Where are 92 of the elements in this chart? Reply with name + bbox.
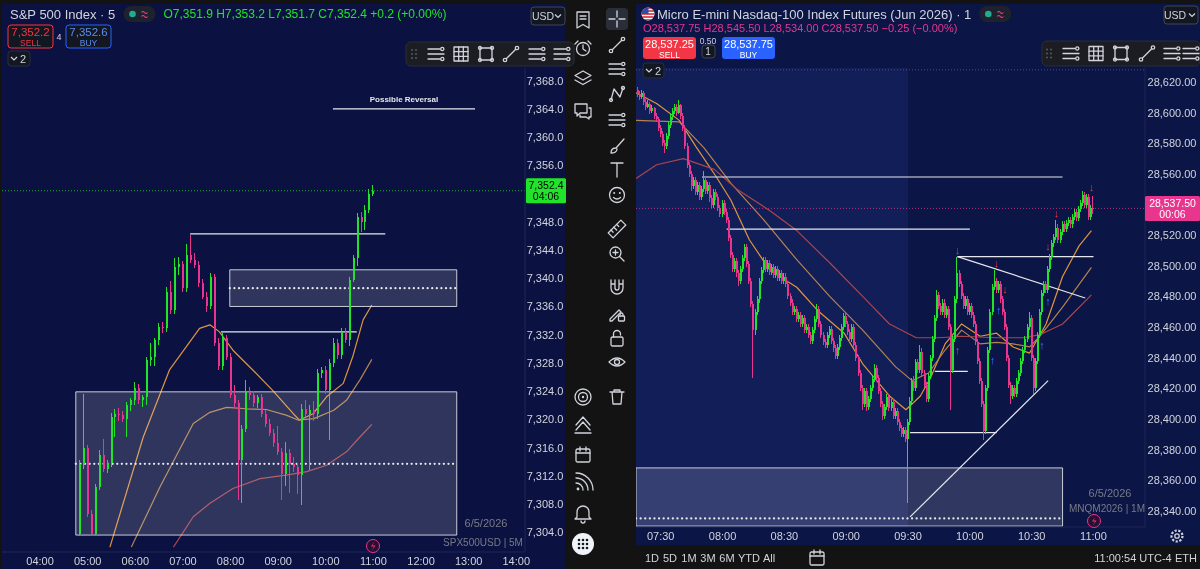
x-tick-label: 08:00	[708, 530, 737, 542]
x-tick-label: 10:00	[312, 555, 340, 567]
x-tick-label: 06:00	[121, 555, 150, 567]
annotation: ↑	[1039, 339, 1045, 352]
collapse-button: 2	[642, 62, 665, 79]
annotation: ↓	[1045, 240, 1051, 253]
y-tick-label: 7,336.0	[526, 300, 564, 313]
text: All	[762, 552, 776, 564]
y-tick-label: 7,308.0	[526, 498, 564, 511]
chart-subtitle: O28,537.75 H28,545.50 L28,534.00 C28,537.50 −0.25 (−0.00%)	[643, 22, 958, 34]
text: 3M	[700, 552, 716, 564]
currency-dropdown: USD	[1163, 5, 1199, 25]
x-tick-label: 09:30	[894, 530, 922, 542]
chart-title: S&P 500 Index · 5	[10, 6, 116, 22]
annotation: ↑	[954, 343, 961, 356]
series-label: Possible Reversal	[369, 95, 439, 105]
x-tick-label: 04:00	[26, 555, 54, 567]
y-tick-label: 28,360.00	[1147, 474, 1197, 487]
annotation: ↓	[954, 243, 961, 256]
annotation: SPX500USD | 5M	[443, 536, 523, 548]
annotation: ↓	[1053, 206, 1060, 219]
y-tick-label: 7,324.0	[526, 385, 564, 398]
y-tick-label: 7,316.0	[526, 441, 564, 454]
y-tick-label: 7,320.0	[526, 413, 564, 426]
y-tick-label: 7,344.0	[526, 244, 564, 257]
annotation: ↓	[1088, 180, 1095, 193]
text: 11:00:54 UTC-4	[1094, 552, 1172, 564]
x-tick-label: 08:30	[770, 530, 799, 542]
x-tick-label: 10:00	[956, 530, 984, 542]
y-tick-label: 28,620.00	[1147, 76, 1197, 89]
annotation: 2	[654, 64, 662, 77]
buy-button: 7,352.6 BUY	[65, 24, 112, 49]
text: 1M	[681, 552, 697, 564]
y-tick-label: 28,420.00	[1147, 382, 1197, 395]
annotation: ↑	[1045, 294, 1051, 307]
text: 6M	[719, 552, 735, 564]
quantity-field: 1	[701, 44, 716, 59]
x-tick-label: 09:00	[832, 530, 860, 542]
text: 0.50	[699, 35, 717, 46]
y-tick-label: 7,360.0	[526, 131, 564, 144]
y-tick-label: 7,348.0	[526, 215, 564, 228]
annotation: MNQM2026 | 1M	[1069, 502, 1145, 514]
ref-line-label: 7,352.4 04:06	[528, 179, 564, 203]
annotation: ↑	[989, 354, 996, 367]
collapse-button: 2	[7, 50, 31, 67]
y-tick-label: 28,460.00	[1147, 321, 1197, 334]
y-tick-label: 7,364.0	[526, 102, 564, 115]
text: YTD	[738, 552, 761, 564]
text: 5D	[662, 552, 678, 564]
x-tick-label: 07:00	[169, 555, 197, 567]
chart-subtitle: O7,351.9 H7,353.2 L7,351.7 C7,352.4 +0.2 (+0.00%)	[163, 7, 447, 21]
sell-button: 28,537.25 SELL	[643, 37, 696, 60]
x-tick-label: 07:30	[646, 530, 675, 542]
y-tick-label: 7,340.0	[526, 272, 564, 285]
y-tick-label: 28,340.00	[1147, 504, 1197, 517]
y-tick-label: 7,312.0	[526, 469, 564, 482]
text: 1D	[644, 552, 660, 564]
y-tick-label: 7,356.0	[526, 159, 564, 172]
x-tick-label: 13:00	[454, 555, 483, 567]
x-tick-label: 14:00	[502, 555, 531, 567]
y-tick-label: 7,328.0	[526, 356, 564, 369]
y-tick-label: 28,480.00	[1147, 290, 1197, 303]
x-tick-label: 12:00	[407, 555, 435, 567]
annotation: ↓	[993, 257, 1000, 270]
sell-button: 7,352.2 SELL	[7, 24, 54, 49]
currency-dropdown: USD	[530, 6, 566, 26]
x-tick-label: 10:30	[1017, 530, 1046, 542]
text: 4	[56, 32, 62, 42]
ref-line-label: 28,537.50 00:06	[1149, 196, 1197, 220]
annotation: ↑	[995, 303, 1002, 316]
y-tick-label: 28,380.00	[1147, 443, 1197, 456]
x-tick-label: 08:00	[216, 555, 245, 567]
annotation: ↓	[1002, 283, 1008, 296]
y-tick-label: 28,500.00	[1147, 259, 1197, 272]
y-tick-label: 7,332.0	[526, 328, 564, 341]
x-tick-label: 11:00	[360, 555, 387, 567]
y-tick-label: 28,580.00	[1147, 137, 1197, 150]
buy-button: 28,537.75 BUY	[722, 37, 775, 60]
y-tick-label: 7,368.0	[526, 74, 564, 87]
annotation: 6/5/2026	[464, 517, 508, 529]
y-tick-label: 28,520.00	[1147, 229, 1197, 242]
x-tick-label: 09:00	[264, 555, 292, 567]
y-tick-label: 28,600.00	[1147, 106, 1197, 119]
x-tick-label: 05:00	[73, 555, 102, 567]
x-tick-label: 11:00	[1080, 530, 1107, 542]
y-tick-label: 28,440.00	[1147, 351, 1197, 364]
y-tick-label: 7,304.0	[526, 526, 564, 539]
annotation: 6/5/2026	[1088, 487, 1132, 499]
text: ETH	[1175, 552, 1198, 564]
y-tick-label: 28,560.00	[1147, 167, 1197, 180]
y-tick-label: 28,400.00	[1147, 412, 1197, 425]
chart-title: Micro E-mini Nasdaq-100 Index Futures (Jun 2026) · 1	[657, 6, 972, 22]
